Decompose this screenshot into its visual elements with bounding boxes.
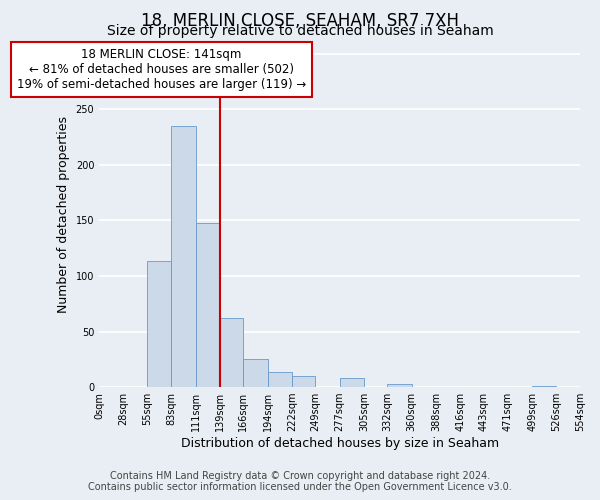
Text: 18, MERLIN CLOSE, SEAHAM, SR7 7XH: 18, MERLIN CLOSE, SEAHAM, SR7 7XH [141, 12, 459, 30]
Text: Size of property relative to detached houses in Seaham: Size of property relative to detached ho… [107, 24, 493, 38]
Bar [340, 378, 364, 387]
Bar [171, 126, 196, 387]
Bar [532, 386, 556, 387]
Y-axis label: Number of detached properties: Number of detached properties [57, 116, 70, 314]
Text: 18 MERLIN CLOSE: 141sqm
← 81% of detached houses are smaller (502)
19% of semi-d: 18 MERLIN CLOSE: 141sqm ← 81% of detache… [17, 48, 307, 91]
Bar [268, 372, 292, 387]
Bar [243, 360, 268, 387]
Bar [388, 384, 412, 387]
Bar [292, 376, 315, 387]
Bar [220, 318, 243, 387]
Bar [147, 262, 171, 387]
Text: Contains HM Land Registry data © Crown copyright and database right 2024.
Contai: Contains HM Land Registry data © Crown c… [88, 471, 512, 492]
Bar [196, 222, 220, 387]
X-axis label: Distribution of detached houses by size in Seaham: Distribution of detached houses by size … [181, 437, 499, 450]
